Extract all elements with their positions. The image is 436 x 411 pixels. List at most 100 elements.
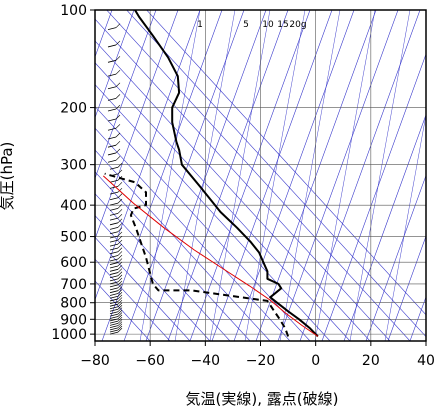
adiabat-line	[95, 215, 211, 341]
background-lines	[95, 10, 426, 341]
wind-barb	[109, 235, 119, 239]
wind-barb-flag	[117, 254, 123, 260]
y-tick-label: 1000	[51, 327, 87, 343]
wind-barb	[109, 202, 119, 206]
wind-barb	[107, 159, 117, 163]
y-tick-label: 800	[60, 296, 87, 312]
wind-barb-flag	[117, 321, 123, 326]
wind-barb-flag	[117, 218, 123, 224]
wind-barb	[107, 59, 117, 63]
wind-barb-flag	[117, 327, 123, 333]
wind-barb	[109, 243, 119, 247]
wind-barb	[109, 166, 119, 170]
wind-barb-flag	[117, 231, 123, 237]
temperature-line	[134, 10, 319, 338]
wind-barb	[109, 318, 119, 322]
wind-barb	[109, 262, 119, 265]
wind-barb	[109, 268, 119, 272]
wind-barb	[109, 301, 119, 304]
wind-barb	[109, 251, 119, 255]
wind-barb-flag	[117, 204, 123, 209]
wind-barb	[109, 306, 119, 310]
wind-barb-flag	[117, 169, 123, 175]
wind-barb	[109, 281, 119, 285]
adiabat-line	[146, 10, 426, 316]
wind-barb	[109, 325, 119, 329]
mixing-ratio-label: 5	[243, 20, 249, 30]
isotherm-line	[211, 10, 333, 341]
mixing-ratio-line	[384, 113, 426, 341]
wind-barb	[109, 212, 119, 216]
wind-barb-flag	[116, 4, 120, 8]
wind-barb-flag	[117, 277, 123, 283]
wind-barb-flag	[115, 132, 121, 138]
wind-barb	[109, 272, 119, 275]
wind-barb	[109, 258, 119, 262]
wind-barb	[109, 278, 119, 282]
wind-barb-flag	[115, 148, 121, 154]
adiabat-line	[95, 236, 191, 341]
mixing-ratio-line	[244, 10, 306, 341]
wind-barb-flag	[117, 163, 123, 168]
wind-barb-flag	[117, 309, 123, 315]
wind-barb-flag	[117, 193, 123, 198]
y-tick-label: 400	[60, 198, 87, 214]
isotherm-line	[123, 10, 245, 341]
adiabat-line	[106, 10, 411, 341]
wind-barb-flag	[117, 305, 123, 310]
wind-barb-flag	[117, 182, 123, 187]
wind-barb-flag	[117, 187, 123, 193]
wind-barb	[109, 308, 119, 312]
isotherm-line	[321, 53, 426, 341]
mixing-ratio-label: 20g	[289, 20, 306, 30]
isotherm-line	[299, 10, 421, 341]
wind-barb-flag	[115, 140, 121, 146]
wind-barb-flag	[117, 247, 123, 252]
wind-barb-flag	[117, 323, 123, 329]
wind-barb-flag	[115, 114, 121, 120]
adiabat-line	[95, 40, 371, 341]
isotherm-line	[233, 10, 355, 341]
wind-barb-flag	[117, 319, 123, 324]
mixing-ratio-line	[209, 10, 271, 341]
wind-barb	[109, 320, 119, 324]
wind-barb-flag	[117, 261, 123, 267]
y-tick-label: 700	[60, 277, 87, 293]
wind-barb	[109, 222, 119, 226]
x-tick-label: 20	[362, 353, 380, 369]
wind-barb	[107, 127, 117, 131]
wind-barb-flag	[117, 239, 123, 245]
isotherm-line	[95, 10, 157, 180]
wind-barb-flag	[117, 294, 123, 300]
wind-barb-flag	[115, 56, 121, 61]
wind-barb	[107, 73, 117, 77]
isotherm-line	[95, 10, 135, 119]
x-tick-label: 40	[417, 353, 435, 369]
wind-barb	[107, 136, 117, 140]
isotherm-line	[255, 10, 377, 341]
isotherm-line	[343, 113, 426, 341]
wind-barb	[109, 275, 119, 279]
mixing-ratio-labels: 1 5 10 15 20g	[197, 20, 306, 30]
wind-barb-flag	[117, 292, 123, 297]
mixing-ratio-label: 10	[262, 20, 274, 30]
wind-barb-flag	[117, 325, 123, 331]
series-group	[102, 10, 319, 338]
x-tick-label: 0	[311, 353, 320, 369]
wind-barb	[109, 247, 119, 251]
wind-barb	[109, 207, 119, 211]
wind-barb	[109, 293, 119, 296]
wind-barb-flag	[115, 156, 121, 161]
wind-barb-flag	[117, 235, 123, 241]
x-tick-label: −20	[246, 353, 276, 369]
wind-barb	[109, 298, 119, 302]
grid	[94, 9, 427, 341]
x-tick-label: −60	[135, 353, 165, 369]
y-tick-label: 200	[60, 101, 87, 117]
wind-barb	[109, 287, 119, 291]
wind-barb	[109, 185, 119, 189]
isotherm-line	[409, 295, 426, 341]
isotherm-line	[365, 174, 426, 341]
wind-barb	[107, 144, 117, 148]
isotherm-line	[189, 10, 311, 341]
